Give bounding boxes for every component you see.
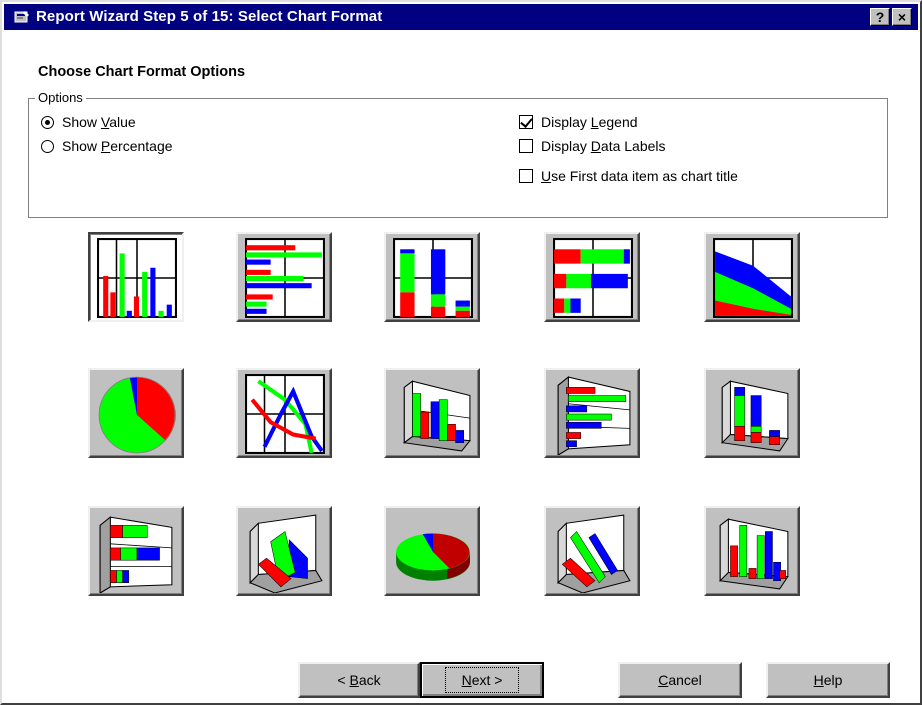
display-legend-label: Display Legend [541, 114, 638, 130]
show-value-radio-indicator[interactable] [41, 115, 54, 129]
show-value-radio[interactable]: Show Value [41, 113, 136, 131]
stacked-bar-chart-icon [393, 238, 473, 318]
3d-stacked-horizontal-bar-chart-icon [99, 516, 173, 593]
3d-area-chart-button[interactable] [236, 506, 332, 596]
display-data-labels-check-indicator[interactable] [519, 139, 533, 153]
pie-chart-button[interactable] [88, 368, 184, 458]
area-chart-button[interactable] [704, 232, 800, 322]
display-legend-check-indicator[interactable] [519, 115, 533, 129]
stacked-horizontal-bar-chart-button[interactable] [544, 232, 640, 322]
3d-stacked-horizontal-bar-chart-button[interactable] [88, 506, 184, 596]
line-chart-button[interactable] [236, 368, 332, 458]
stacked-bar-chart-button[interactable] [384, 232, 480, 322]
3d-stacked-bar-chart-button[interactable] [704, 368, 800, 458]
3d-line-chart-button[interactable] [544, 506, 640, 596]
show-percentage-label: Show Percentage [62, 138, 173, 154]
first-item-title-label: Use First data item as chart title [541, 168, 738, 184]
page-heading: Choose Chart Format Options [38, 64, 246, 80]
app-icon [14, 11, 29, 23]
bar-chart-button[interactable] [88, 232, 184, 322]
first-item-title-check-indicator[interactable] [519, 169, 533, 183]
options-group-label: Options [35, 90, 86, 106]
title-bar[interactable]: Report Wizard Step 5 of 15: Select Chart… [4, 4, 918, 30]
3d-pie-chart-button[interactable] [384, 506, 480, 596]
bar-chart-icon [97, 238, 177, 318]
show-percentage-radio-indicator[interactable] [41, 139, 54, 153]
close-button[interactable]: × [892, 8, 912, 26]
3d-bar-chart-button[interactable] [384, 368, 480, 458]
display-data-labels-label: Display Data Labels [541, 138, 666, 154]
next-button[interactable]: Next > [420, 662, 544, 698]
window-title: Report Wizard Step 5 of 15: Select Chart… [36, 8, 383, 25]
show-value-label: Show Value [62, 114, 136, 130]
cancel-button[interactable]: Cancel [618, 662, 742, 698]
back-button[interactable]: < Back [298, 662, 420, 698]
3d-column-chart-button[interactable] [704, 506, 800, 596]
options-group: Options Show Value Show Percentage Displ… [28, 90, 888, 218]
3d-column-chart-icon [719, 518, 789, 590]
display-data-labels-checkbox[interactable]: Display Data Labels [519, 137, 666, 155]
horizontal-bar-chart-button[interactable] [236, 232, 332, 322]
stacked-horizontal-bar-chart-icon [553, 238, 633, 318]
3d-area-chart-icon [249, 514, 323, 593]
help-button[interactable]: Help [766, 662, 890, 698]
3d-horizontal-bar-chart-button[interactable] [544, 368, 640, 458]
horizontal-bar-chart-icon [245, 238, 325, 318]
pie-chart-icon [98, 376, 176, 454]
display-legend-checkbox[interactable]: Display Legend [519, 113, 638, 131]
next-button-label: Next > [444, 667, 520, 693]
cancel-button-label: Cancel [658, 672, 702, 688]
help-title-button[interactable]: ? [870, 8, 890, 26]
line-chart-icon [245, 374, 325, 454]
3d-bar-chart-icon [403, 380, 471, 452]
area-chart-icon [713, 238, 793, 318]
3d-stacked-bar-chart-icon [721, 380, 789, 452]
first-item-title-checkbox[interactable]: Use First data item as chart title [519, 167, 738, 185]
3d-pie-chart-icon [396, 533, 470, 581]
show-percentage-radio[interactable]: Show Percentage [41, 137, 173, 155]
3d-horizontal-bar-chart-icon [557, 376, 631, 455]
3d-line-chart-icon [557, 514, 631, 593]
help-button-label: Help [813, 672, 843, 688]
back-button-label: < Back [337, 672, 381, 688]
